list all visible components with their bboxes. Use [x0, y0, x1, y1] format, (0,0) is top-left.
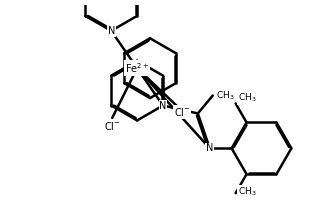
Text: CH$_3$: CH$_3$ — [216, 89, 234, 102]
Text: N: N — [159, 101, 167, 111]
Text: CH$_3$: CH$_3$ — [238, 92, 256, 104]
Text: Cl$^{-}$: Cl$^{-}$ — [174, 106, 190, 118]
Text: Cl$^{-}$: Cl$^{-}$ — [104, 120, 121, 132]
Text: N: N — [206, 143, 213, 153]
Text: Fe$^{2+}$: Fe$^{2+}$ — [125, 61, 149, 75]
Text: N: N — [108, 26, 115, 36]
Text: CH$_3$: CH$_3$ — [238, 186, 256, 198]
